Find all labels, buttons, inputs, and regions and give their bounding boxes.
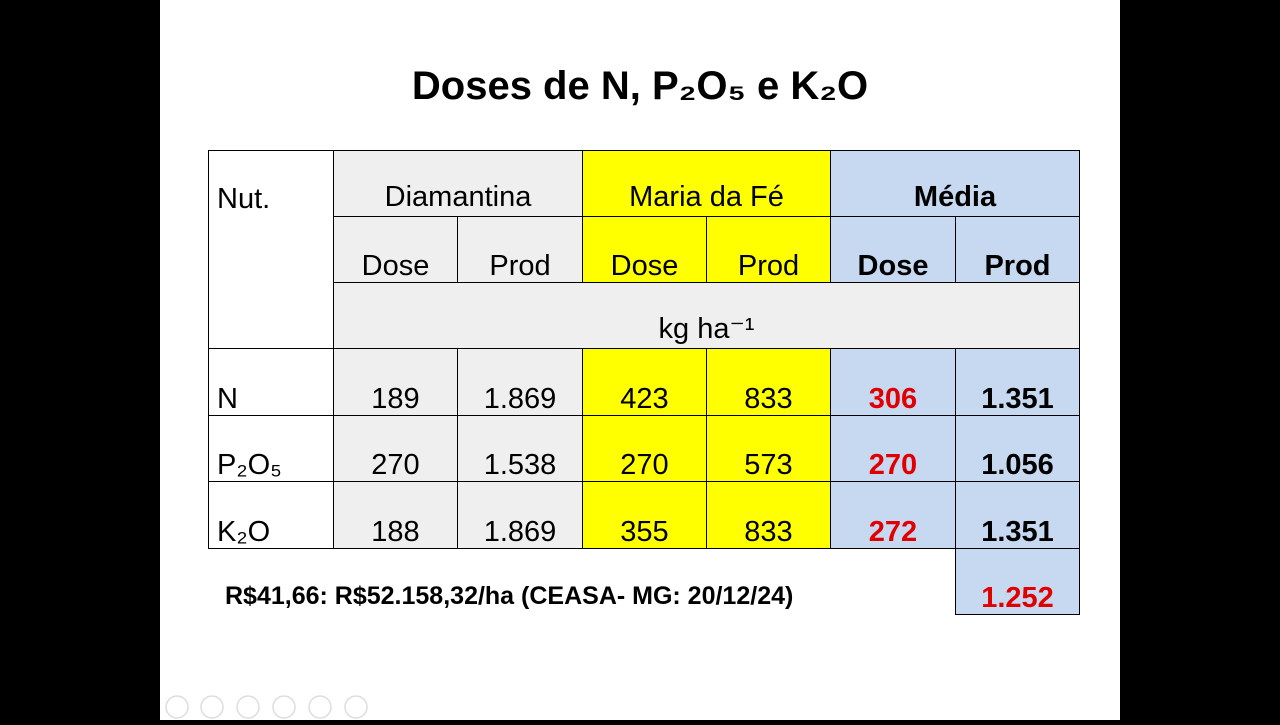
sub-header: Dose (830, 216, 956, 283)
group-header: Média (830, 150, 1080, 217)
data-cell: 573 (706, 415, 831, 482)
data-cell: 270 (582, 415, 707, 482)
group-header: Diamantina (333, 150, 583, 217)
corner-header: Nut. (208, 150, 334, 349)
sub-header: Prod (457, 216, 583, 283)
row-label: K₂O (208, 481, 334, 549)
data-cell: 833 (706, 348, 831, 416)
slide: Doses de N, P₂O₅ e K₂O Nut. Diamantina Mar… (160, 0, 1120, 720)
data-cell: 1.351 (955, 481, 1080, 549)
row-label: P₂O₅ (208, 415, 334, 482)
sub-header: Dose (582, 216, 707, 283)
data-cell: 189 (333, 348, 458, 416)
data-cell: 833 (706, 481, 831, 549)
data-cell: 355 (582, 481, 707, 549)
data-cell: 270 (830, 415, 956, 482)
data-cell: 188 (333, 481, 458, 549)
data-cell: 306 (830, 348, 956, 416)
unit-row: kg ha⁻¹ (333, 282, 1080, 349)
data-cell: 1.869 (457, 348, 583, 416)
data-cell: 1.869 (457, 481, 583, 549)
extra-cell: 1.252 (955, 548, 1080, 615)
data-cell: 1.351 (955, 348, 1080, 416)
footnote: R$41,66: R$52.158,32/ha (CEASA- MG: 20/1… (225, 582, 794, 610)
data-cell: 1.538 (457, 415, 583, 482)
sub-header: Dose (333, 216, 458, 283)
data-cell: 272 (830, 481, 956, 549)
data-cell: 423 (582, 348, 707, 416)
toolbar-icons (165, 695, 368, 719)
sub-header: Prod (706, 216, 831, 283)
data-cell: 1.056 (955, 415, 1080, 482)
row-label: N (208, 348, 334, 416)
data-cell: 270 (333, 415, 458, 482)
toolbar (160, 694, 380, 720)
sub-header: Prod (955, 216, 1080, 283)
group-header: Maria da Fé (582, 150, 831, 217)
slide-title: Doses de N, P₂O₅ e K₂O (411, 64, 869, 108)
